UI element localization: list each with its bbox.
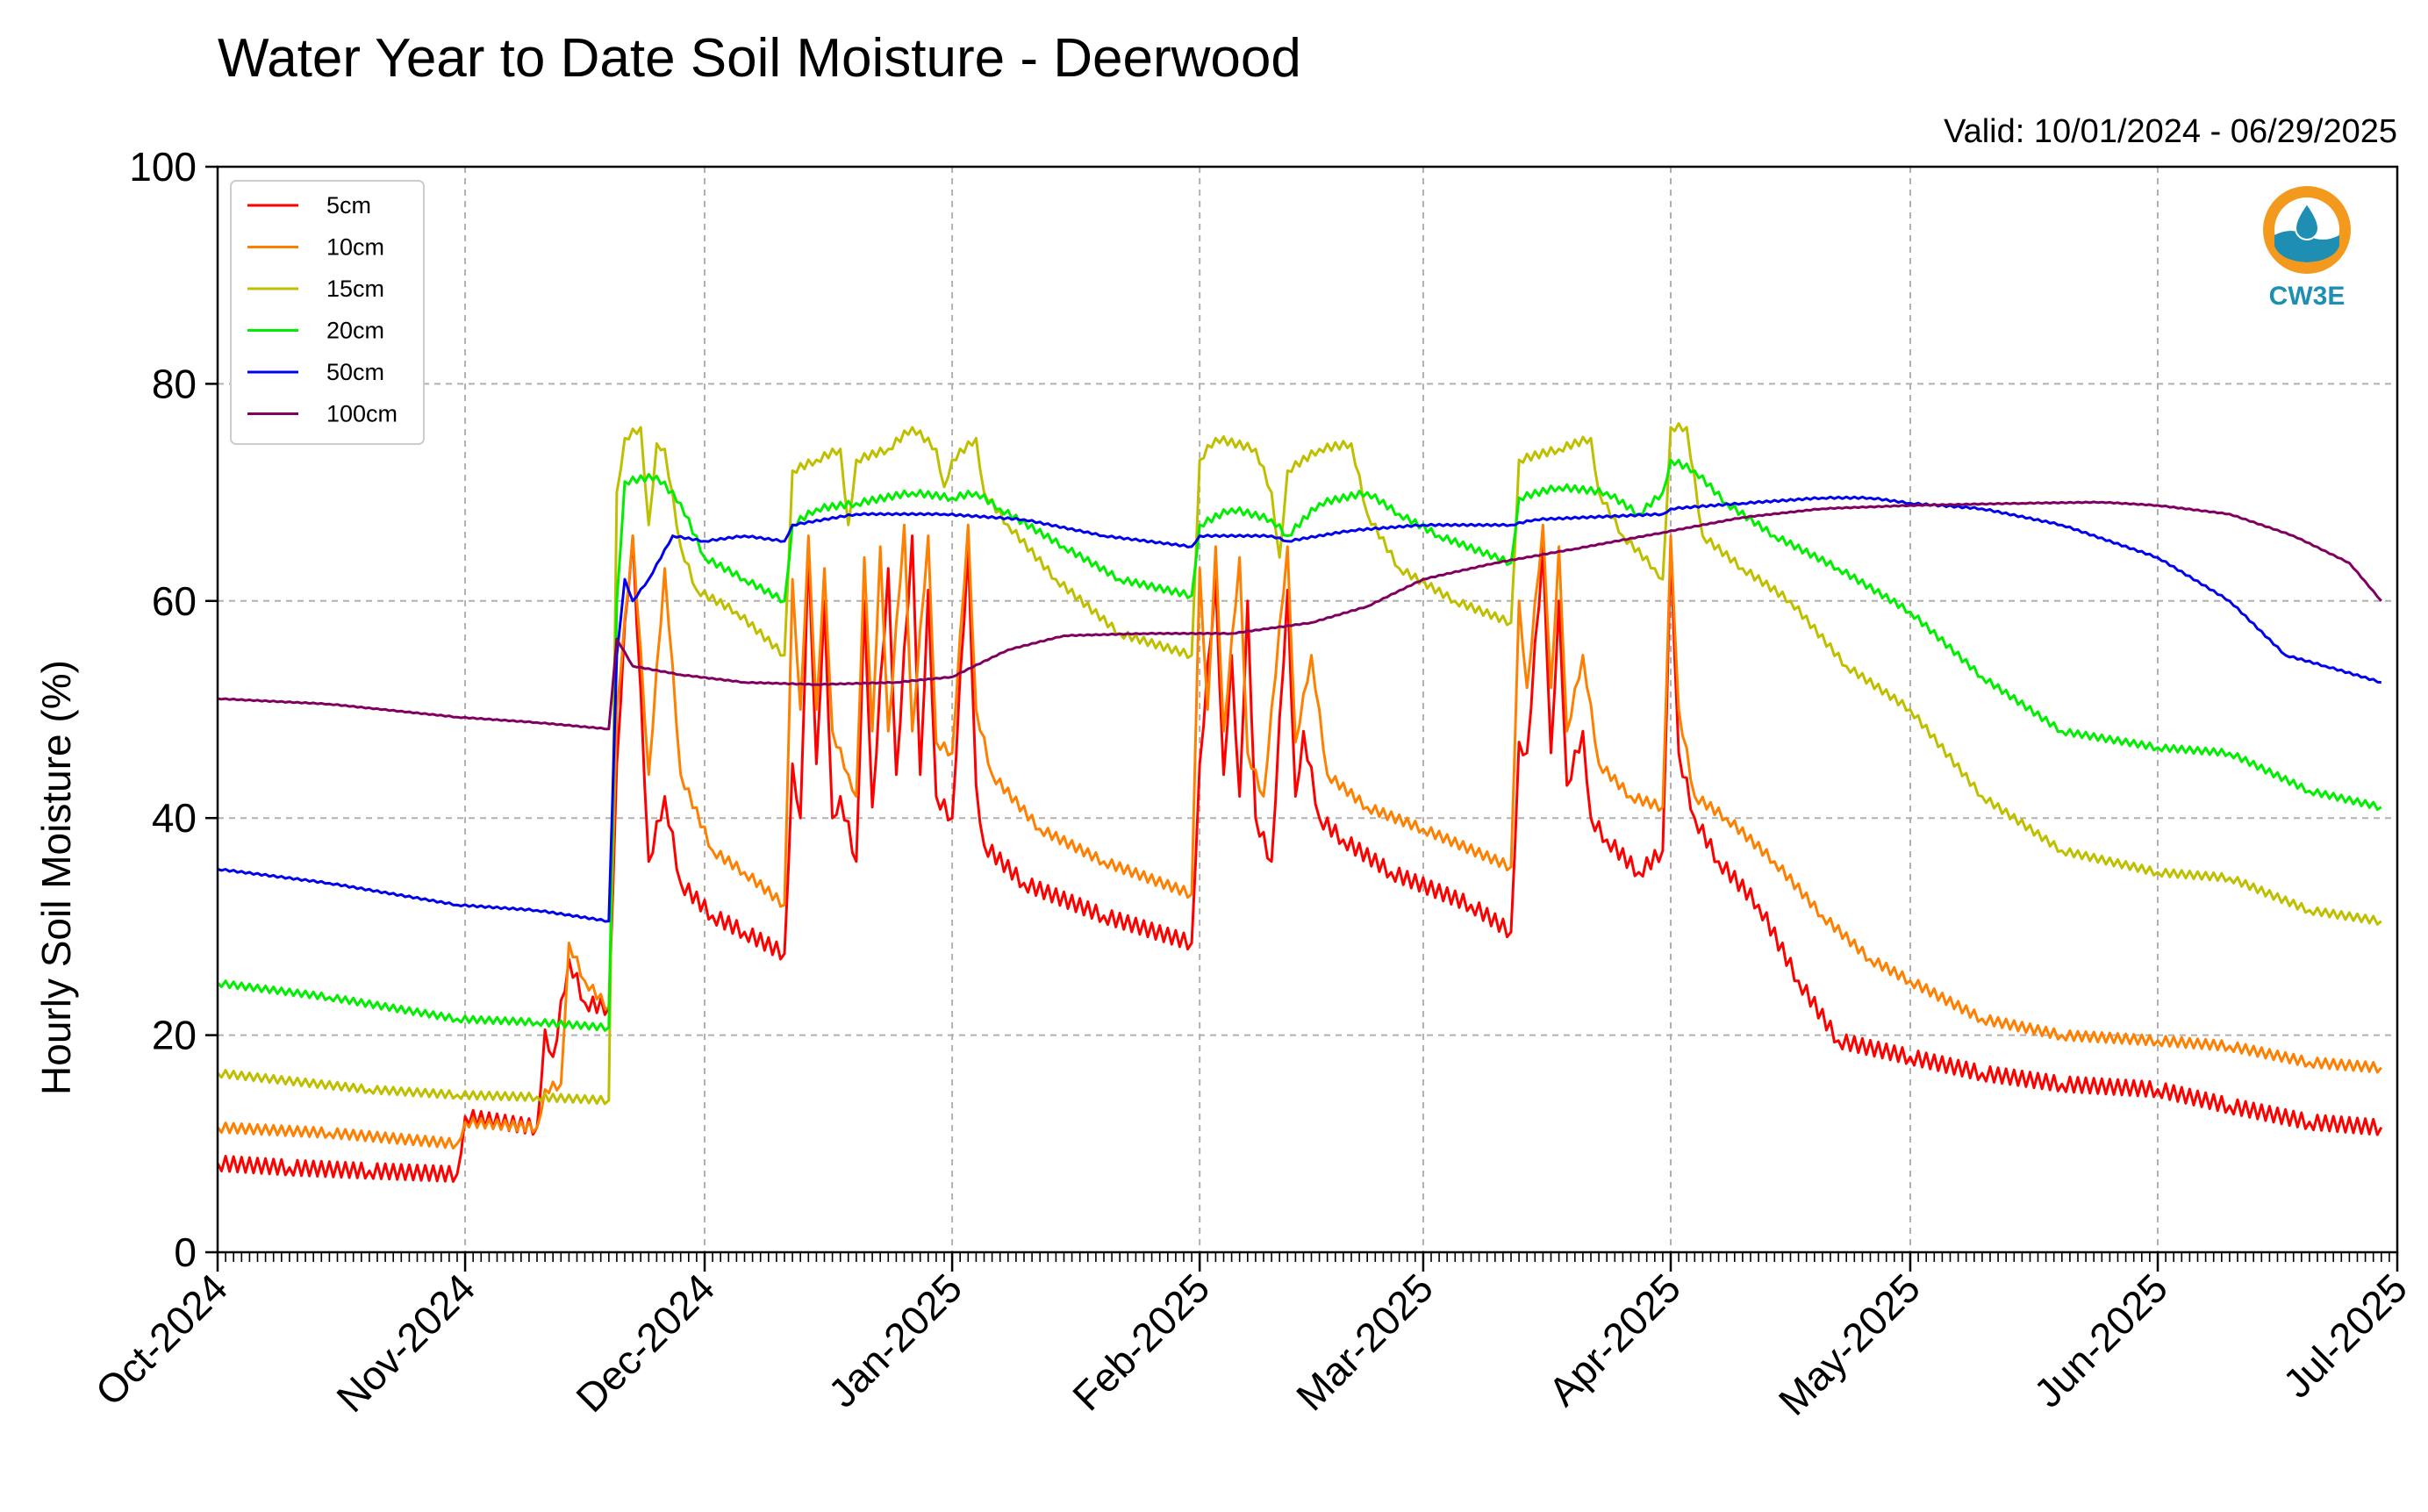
x-tick-label: Mar-2025 <box>1287 1265 1442 1419</box>
x-tick-label: Apr-2025 <box>1539 1265 1689 1415</box>
y-tick-label: 20 <box>152 1013 197 1058</box>
y-tick-label: 60 <box>152 578 197 624</box>
x-tick-label: Feb-2025 <box>1064 1265 1218 1419</box>
logo-water-wave-icon <box>2274 231 2339 262</box>
series-line-50cm <box>217 495 2381 923</box>
legend-label-15cm: 15cm <box>326 276 384 302</box>
x-tick-label: Jun-2025 <box>2025 1265 2176 1415</box>
legend-label-20cm: 20cm <box>326 318 384 344</box>
x-tick-label: Nov-2024 <box>327 1265 483 1421</box>
y-tick-label: 40 <box>152 795 197 841</box>
series-line-100cm <box>217 500 2382 731</box>
legend-label-50cm: 50cm <box>326 359 384 385</box>
x-tick-labels: Oct-2024 Nov-2024 Dec-2024 Jan-2025 Feb-2025… <box>87 1265 2417 1423</box>
chart-title: Water Year to Date Soil Moisture - Deerw… <box>218 28 1301 89</box>
series-lines <box>216 422 2383 1183</box>
legend-label-10cm: 10cm <box>326 234 384 261</box>
legend-label-5cm: 5cm <box>326 192 371 219</box>
plot-frame <box>216 165 2399 1254</box>
cw3e-logo: CW3E <box>2263 186 2351 311</box>
y-tick-label: 0 <box>174 1229 197 1275</box>
valid-date-range: Valid: 10/01/2024 - 06/29/2025 <box>1944 113 2397 150</box>
x-tick-label: Jan-2025 <box>820 1265 970 1415</box>
x-tick-label: May-2025 <box>1770 1265 1929 1423</box>
series-line-10cm <box>216 523 2382 1150</box>
y-axis-label: Hourly Soil Moisture (%) <box>33 660 79 1095</box>
x-tick-label: Oct-2024 <box>87 1265 237 1415</box>
x-minor-tick-marks <box>217 1252 2398 1262</box>
grid-lines <box>218 167 2397 1252</box>
y-tick-label: 80 <box>152 361 197 406</box>
legend-label-100cm: 100cm <box>326 401 398 427</box>
legend: 5cm 10cm 15cm 20cm 50cm 100cm <box>230 180 425 445</box>
series-line-20cm <box>216 458 2382 1032</box>
axis-ticks <box>205 165 2399 1272</box>
logo-drop-icon <box>2294 202 2320 240</box>
x-tick-label: Jul-2025 <box>2274 1265 2417 1407</box>
x-tick-label: Dec-2024 <box>567 1265 723 1421</box>
series-line-15cm <box>216 422 2382 1106</box>
y-tick-label: 100 <box>129 144 197 190</box>
logo-text: CW3E <box>2269 282 2346 311</box>
y-tick-labels: 0 20 40 60 80 100 <box>129 144 197 1275</box>
series-line-5cm <box>216 534 2383 1183</box>
